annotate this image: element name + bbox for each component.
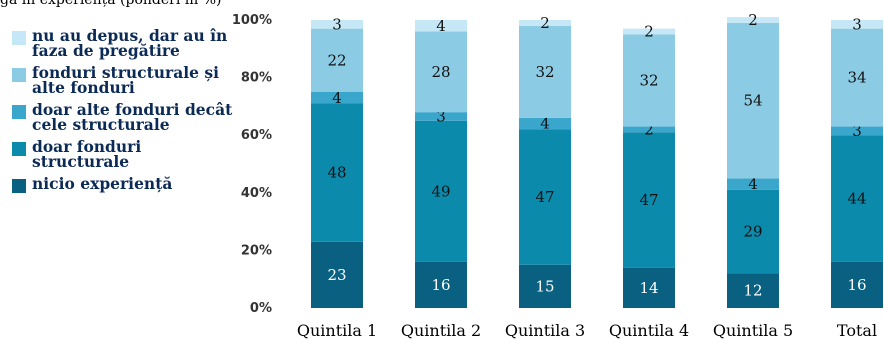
data-label: 2 — [644, 23, 654, 41]
bar-segment — [727, 189, 779, 274]
data-label: 54 — [743, 92, 762, 110]
bar-segment — [415, 261, 467, 308]
data-label: 44 — [847, 190, 866, 208]
data-label: 3 — [852, 122, 862, 140]
data-label: 22 — [327, 51, 346, 69]
bar-segment — [831, 20, 883, 29]
data-label: 47 — [639, 191, 658, 209]
bar-stack: 15 47 4 32 2 — [519, 14, 571, 308]
bar-segment — [623, 267, 675, 308]
bar-segment — [727, 178, 779, 190]
legend-swatch — [12, 179, 26, 193]
bar-segment — [519, 20, 571, 26]
legend-swatch — [12, 68, 26, 82]
bar-segment — [623, 126, 675, 133]
y-tick-label: 100% — [232, 13, 272, 28]
data-label: 3 — [332, 15, 342, 33]
legend-item: nicio experiență — [12, 174, 237, 193]
data-label: 4 — [748, 175, 758, 193]
legend-item: nu au depus, dar au în faza de pregătire — [12, 26, 237, 60]
data-label: 49 — [431, 182, 450, 200]
y-tick-label: 80% — [241, 71, 272, 86]
bar-segment — [311, 20, 363, 29]
legend-label: fonduri structurale și alte fonduri — [32, 63, 219, 97]
category-label: Quintila 1 — [297, 321, 377, 340]
bar-segment — [519, 117, 571, 130]
data-label: 4 — [436, 17, 446, 35]
legend-label: doar fonduri structurale — [32, 137, 142, 171]
legend-swatch — [12, 31, 26, 45]
y-tick-label: 20% — [241, 243, 272, 258]
data-label: 15 — [535, 277, 554, 295]
bar-stack: 12 29 4 54 2 — [727, 11, 779, 308]
legend-label: nicio experiență — [32, 174, 173, 193]
bar-stack: 23 48 4 22 3 — [311, 15, 363, 308]
category-label: Quintila 3 — [505, 321, 585, 340]
bar-segment — [831, 28, 883, 127]
data-label: 29 — [743, 223, 762, 241]
bar-stack: 16 44 3 34 3 — [831, 15, 883, 308]
data-label: 16 — [431, 276, 450, 294]
data-label: 34 — [847, 69, 866, 87]
data-label: 23 — [327, 266, 346, 284]
legend-item: fonduri structurale și alte fonduri — [12, 63, 237, 97]
bar-segment — [831, 126, 883, 136]
bar-segment — [311, 92, 363, 104]
bar-segment — [623, 34, 675, 127]
data-label: 48 — [327, 164, 346, 182]
data-label: 2 — [644, 120, 654, 138]
data-label: 4 — [540, 115, 550, 133]
legend-label: nu au depus, dar au în faza de pregătire — [32, 26, 228, 60]
bar-stack: 14 47 2 32 2 — [623, 23, 675, 308]
data-label: 4 — [332, 89, 342, 107]
data-label: 16 — [847, 276, 866, 294]
y-tick-label: 40% — [241, 186, 272, 201]
bar-segment — [311, 241, 363, 308]
bar-segment — [727, 22, 779, 179]
legend: nu au depus, dar au în faza de pregătire… — [12, 26, 237, 201]
data-label: 28 — [431, 63, 450, 81]
data-label: 2 — [540, 14, 550, 32]
bar-segment — [831, 261, 883, 308]
chart-caption: gă în experiență (ponderi în %) — [0, 0, 222, 8]
bar-segment — [623, 28, 675, 35]
y-tick-label: 0% — [250, 301, 272, 316]
legend-swatch — [12, 105, 26, 119]
bar-segment — [415, 20, 467, 32]
bar-segment — [519, 129, 571, 265]
category-label: Quintila 2 — [401, 321, 481, 340]
bar-segment — [415, 31, 467, 113]
y-tick-label: 60% — [241, 128, 272, 143]
legend-label: doar alte fonduri decât cele structurale — [32, 100, 233, 134]
legend-item: doar alte fonduri decât cele structurale — [12, 100, 237, 134]
data-label: 47 — [535, 188, 554, 206]
legend-swatch — [12, 142, 26, 156]
bar-segment — [415, 112, 467, 121]
bar-segment — [831, 135, 883, 262]
bar-segment — [519, 25, 571, 118]
data-label: 3 — [852, 15, 862, 33]
bar-segment — [415, 120, 467, 262]
legend-item: doar fonduri structurale — [12, 137, 237, 171]
bar-segment — [519, 264, 571, 308]
data-label: 12 — [743, 282, 762, 300]
category-label: Quintila 5 — [713, 321, 793, 340]
data-label: 32 — [639, 71, 658, 89]
bar-segment — [623, 132, 675, 268]
bar-segment — [311, 103, 363, 242]
bar-segment — [311, 28, 363, 92]
data-label: 14 — [639, 279, 658, 297]
data-label: 3 — [436, 107, 446, 125]
data-label: 32 — [535, 63, 554, 81]
bar-segment — [727, 273, 779, 308]
bar-segment — [727, 17, 779, 23]
bar-stack: 16 49 3 28 4 — [415, 17, 467, 308]
category-label: Quintila 4 — [609, 321, 689, 340]
data-label: 2 — [748, 11, 758, 29]
category-label: Total — [837, 321, 877, 340]
